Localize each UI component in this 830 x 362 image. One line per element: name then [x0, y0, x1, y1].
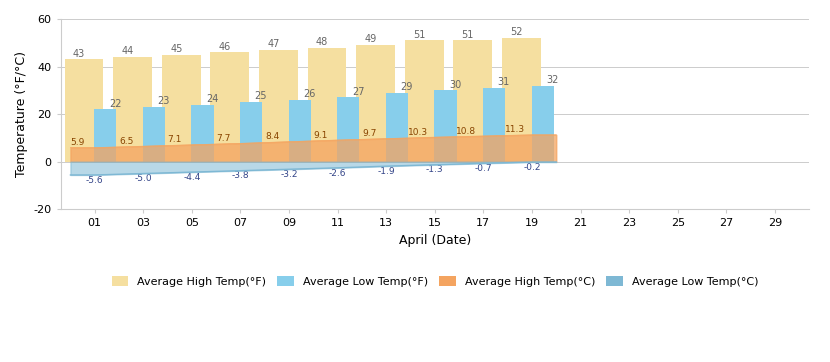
Bar — [113, 57, 152, 162]
Text: -5.0: -5.0 — [134, 174, 152, 183]
Bar — [308, 47, 346, 162]
Text: 5.9: 5.9 — [71, 138, 85, 147]
Text: 9.7: 9.7 — [362, 129, 376, 138]
Bar — [240, 102, 262, 162]
Text: 26: 26 — [303, 89, 315, 99]
Text: 30: 30 — [449, 80, 461, 90]
Bar — [453, 41, 492, 162]
Bar — [143, 107, 165, 162]
Text: 9.1: 9.1 — [314, 131, 328, 140]
Bar — [483, 88, 505, 162]
Bar — [289, 100, 310, 162]
Bar — [162, 55, 201, 162]
Text: 22: 22 — [109, 98, 121, 109]
Text: 48: 48 — [316, 37, 328, 47]
Bar — [386, 93, 408, 162]
Text: 44: 44 — [122, 46, 134, 56]
Text: 10.8: 10.8 — [457, 127, 476, 136]
Text: 7.1: 7.1 — [168, 135, 182, 144]
Text: 46: 46 — [219, 42, 231, 51]
Bar — [259, 50, 298, 162]
Text: 10.3: 10.3 — [408, 128, 427, 137]
Text: 29: 29 — [400, 82, 413, 92]
Bar — [210, 52, 249, 162]
Legend: Average High Temp(°F), Average Low Temp(°F), Average High Temp(°C), Average Low : Average High Temp(°F), Average Low Temp(… — [107, 272, 763, 291]
Text: 45: 45 — [170, 44, 183, 54]
Bar — [95, 109, 116, 162]
Text: 32: 32 — [546, 75, 559, 85]
Text: -3.2: -3.2 — [281, 170, 298, 179]
Text: -5.6: -5.6 — [85, 176, 104, 185]
Bar — [65, 59, 104, 162]
Text: 31: 31 — [498, 77, 510, 87]
Text: -3.8: -3.8 — [232, 171, 249, 180]
Text: 6.5: 6.5 — [120, 137, 134, 146]
Text: -0.7: -0.7 — [475, 164, 492, 173]
Text: -2.6: -2.6 — [329, 169, 346, 177]
Bar — [531, 85, 554, 162]
Text: 11.3: 11.3 — [505, 125, 525, 134]
Bar — [337, 97, 359, 162]
Text: 7.7: 7.7 — [217, 134, 231, 143]
Text: 27: 27 — [352, 87, 364, 97]
Text: -1.3: -1.3 — [426, 165, 443, 174]
Text: 24: 24 — [206, 94, 218, 104]
Text: 23: 23 — [158, 96, 170, 106]
Text: -4.4: -4.4 — [183, 173, 201, 182]
Bar — [356, 45, 395, 162]
Text: 51: 51 — [461, 30, 474, 40]
Text: 47: 47 — [267, 39, 280, 49]
Text: -1.9: -1.9 — [378, 167, 395, 176]
Text: 25: 25 — [255, 92, 267, 101]
Text: 8.4: 8.4 — [265, 132, 279, 141]
Text: 43: 43 — [73, 49, 85, 59]
Bar — [434, 90, 457, 162]
Bar — [192, 105, 213, 162]
Text: 52: 52 — [510, 27, 523, 37]
Text: 49: 49 — [364, 34, 377, 45]
X-axis label: April (Date): April (Date) — [398, 234, 471, 247]
Text: 51: 51 — [413, 30, 426, 40]
Text: -0.2: -0.2 — [523, 163, 540, 172]
Bar — [502, 38, 540, 162]
Y-axis label: Temperature (°F/°C): Temperature (°F/°C) — [15, 51, 28, 177]
Bar — [405, 41, 443, 162]
